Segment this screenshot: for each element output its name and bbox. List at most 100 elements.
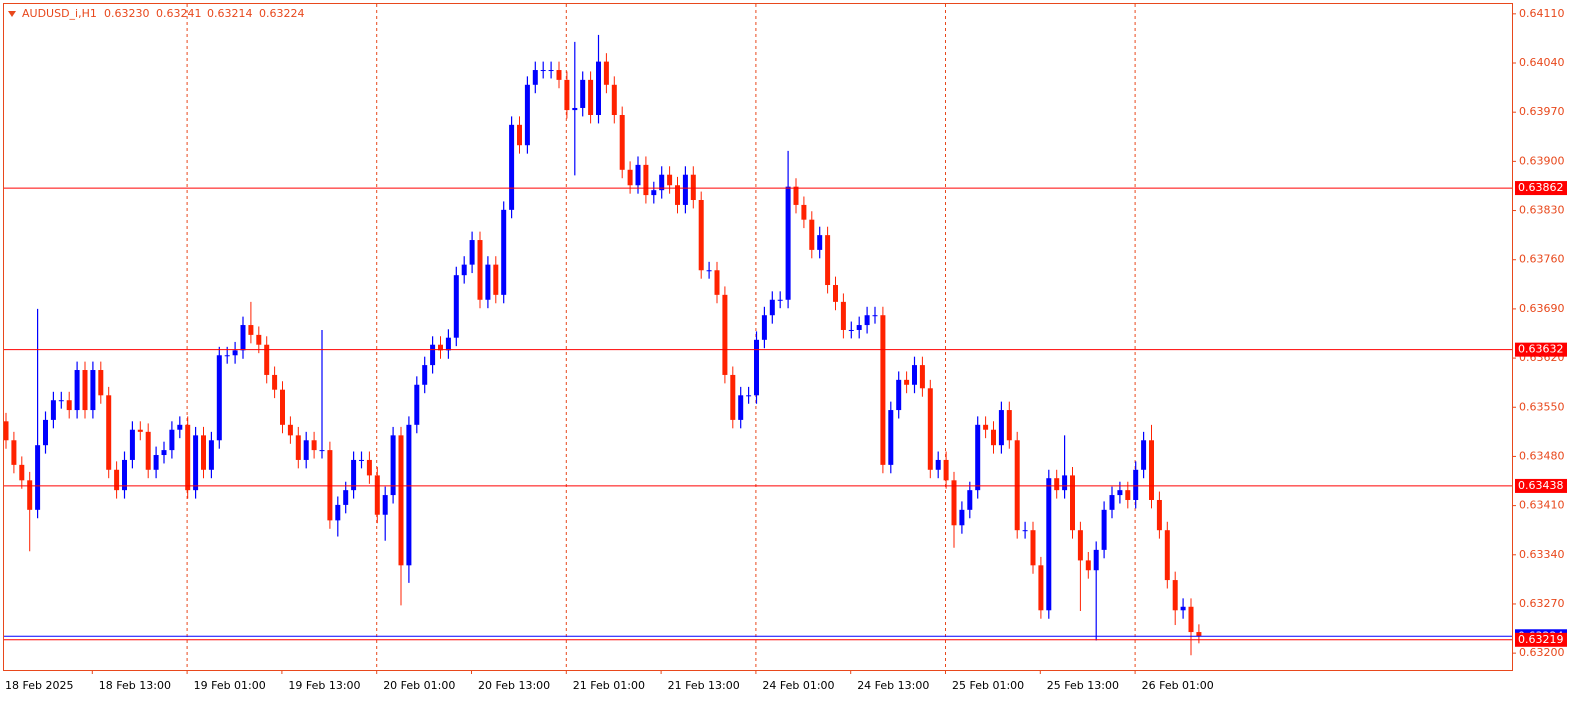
candle-body [129, 429, 135, 460]
x-tick-label: 18 Feb 2025 [5, 679, 73, 692]
candle-body [90, 370, 96, 411]
candle-body [635, 164, 641, 186]
y-tick-label: 0.63200 [1519, 646, 1565, 659]
candle-body [706, 270, 712, 272]
candle-body [722, 294, 728, 375]
candle-body [754, 339, 759, 396]
candle-body [730, 374, 736, 420]
candle-body [682, 174, 688, 205]
candle-body [611, 84, 617, 115]
candle-body [208, 440, 214, 470]
candle-body [675, 185, 680, 205]
candle-body [809, 219, 815, 250]
price-level-label: 0.63632 [1518, 343, 1564, 356]
candle-body [540, 70, 546, 72]
y-tick-label: 0.64110 [1519, 7, 1565, 20]
candle-body [746, 395, 752, 397]
grid-layer: 0.64110 0.64040 0.63970 0.63900 0.63830 0.637… [5, 4, 1565, 692]
candle-body [137, 429, 143, 432]
candle-body [161, 450, 167, 456]
candle-body [27, 480, 33, 510]
candle-body [556, 70, 562, 80]
candle-body [698, 200, 704, 271]
candle-body [461, 264, 467, 276]
candle-body [343, 490, 349, 505]
candle-body [1164, 530, 1170, 581]
candle-body [1046, 478, 1052, 611]
candle-body [777, 299, 783, 301]
candle-body [201, 435, 206, 470]
y-tick-label: 0.63900 [1519, 154, 1565, 167]
y-tick-label: 0.63690 [1519, 302, 1565, 315]
candle-body [66, 400, 72, 411]
candle-body [1180, 606, 1186, 611]
y-tick-label: 0.63340 [1519, 548, 1565, 561]
candle-body [880, 315, 886, 465]
candle-body [856, 325, 862, 330]
y-tick-label: 0.63410 [1519, 499, 1565, 512]
price-level-label: 0.63219 [1518, 633, 1564, 646]
candle-body [1149, 440, 1154, 500]
x-tick-label: 18 Feb 13:00 [99, 679, 171, 692]
candle-body [1006, 410, 1012, 441]
candle-body [98, 370, 104, 396]
candle-body [303, 440, 309, 460]
candle-body [287, 424, 293, 436]
candle-body [912, 365, 917, 385]
candle-body [177, 424, 183, 430]
candle-body [627, 169, 633, 186]
candle-body [564, 79, 570, 111]
candle-body [643, 164, 649, 196]
candle-body [35, 445, 41, 510]
candle-body [1077, 530, 1083, 561]
candle-body [438, 344, 443, 351]
x-tick-label: 20 Feb 13:00 [478, 679, 550, 692]
candle-body [872, 315, 878, 317]
header-low: 0.63214 [207, 7, 253, 20]
candle-body [185, 424, 191, 491]
header-close: 0.63224 [259, 7, 305, 20]
price-level-tag [1515, 342, 1567, 357]
candle-body [359, 459, 364, 461]
candle-body [295, 435, 301, 460]
x-tick-label: 24 Feb 01:00 [762, 679, 834, 692]
candle-body [714, 270, 720, 295]
candle-body [596, 61, 601, 115]
candle-body [761, 315, 767, 340]
candle-body [398, 435, 404, 566]
candle-body [106, 395, 112, 470]
candle-body [469, 240, 475, 265]
candle-body [216, 355, 222, 441]
candle-body [453, 275, 459, 338]
candle-body [817, 235, 823, 250]
candle-body [248, 325, 254, 335]
candle-body [264, 344, 270, 375]
candle-body [430, 344, 436, 366]
y-tick-label: 0.63480 [1519, 449, 1565, 462]
price-level-label: 0.63862 [1518, 181, 1564, 194]
header-high: 0.63241 [156, 7, 202, 20]
candle-body [690, 174, 696, 201]
candle-body [374, 475, 380, 515]
candle-body [335, 504, 341, 521]
price-level-tag [1515, 181, 1567, 196]
candle-body [422, 365, 428, 385]
candle-body [572, 107, 578, 111]
candle-body [1188, 606, 1194, 633]
candle-body [43, 419, 48, 446]
candle-body [619, 115, 625, 170]
y-tick-label: 0.63760 [1519, 253, 1565, 266]
x-tick-label: 26 Feb 01:00 [1142, 679, 1214, 692]
candle-body [1156, 499, 1162, 531]
candle-body [651, 190, 657, 196]
candle-body [580, 79, 586, 108]
candle-body [517, 124, 522, 146]
candle-body [58, 400, 64, 402]
candle-body [477, 240, 483, 300]
header-symbol: AUDUSD_i,H1 [22, 7, 97, 20]
candle-body [232, 350, 238, 356]
candle-body [785, 186, 791, 300]
candle-body [240, 325, 246, 351]
